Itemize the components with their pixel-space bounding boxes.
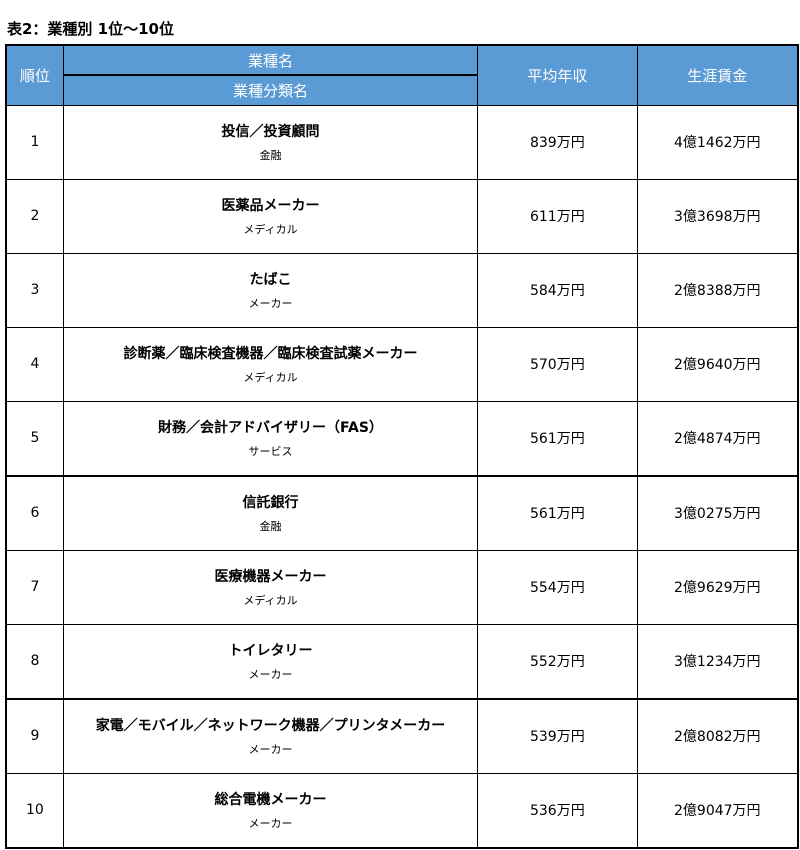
industry-category: メーカー — [248, 743, 293, 756]
rank-cell: 9 — [5, 697, 64, 774]
industry-cell: 診断薬／臨床検査機器／臨床検査試薬メーカー メディカル — [62, 326, 479, 402]
salary-cell: 570万円 — [477, 326, 638, 402]
table-row: 4 診断薬／臨床検査機器／臨床検査試薬メーカー メディカル 570万円 2億964… — [5, 326, 799, 402]
industry-cell: 家電／モバイル／ネットワーク機器／プリンタメーカー メーカー — [62, 697, 479, 774]
industry-cell: 財務／会計アドバイザリー（FAS） サービス — [62, 400, 479, 476]
industry-name: 総合電機メーカー — [214, 792, 327, 808]
rank-cell: 3 — [5, 252, 64, 328]
salary-cell: 554万円 — [477, 549, 638, 625]
industry-category: サービス — [248, 445, 293, 458]
industry-cell: たばこ メーカー — [62, 252, 479, 328]
industry-name: 家電／モバイル／ネットワーク機器／プリンタメーカー — [95, 718, 446, 734]
table-title: 表2：業種別 1位～10位 — [7, 20, 174, 38]
salary-cell: 839万円 — [477, 104, 638, 180]
rank-cell: 6 — [5, 474, 64, 551]
lifetime-cell: 3億1234万円 — [636, 623, 799, 699]
industry-category: メーカー — [248, 668, 293, 681]
table-row: 8 トイレタリー メーカー 552万円 3億1234万円 — [5, 623, 799, 699]
industry-category: メーカー — [248, 297, 293, 310]
lifetime-cell: 2億4874万円 — [636, 400, 799, 476]
table-row: 5 財務／会計アドバイザリー（FAS） サービス 561万円 2億4874万円 — [5, 400, 799, 476]
salary-cell: 584万円 — [477, 252, 638, 328]
industry-cell: 投信／投資顧問 金融 — [62, 104, 479, 180]
industry-name: 財務／会計アドバイザリー（FAS） — [158, 420, 383, 436]
lifetime-cell: 2億9640万円 — [636, 326, 799, 402]
industry-cell: トイレタリー メーカー — [62, 623, 479, 699]
industry-name: 投信／投資顧問 — [221, 124, 320, 140]
industry-cell: 医薬品メーカー メディカル — [62, 178, 479, 254]
salary-cell: 539万円 — [477, 697, 638, 774]
salary-cell: 552万円 — [477, 623, 638, 699]
rank-cell: 7 — [5, 549, 64, 625]
lifetime-cell: 3億3698万円 — [636, 178, 799, 254]
industry-category: メディカル — [243, 371, 298, 384]
header-salary: 平均年収 — [477, 44, 638, 106]
header-category: 業種分類名 — [62, 74, 479, 106]
rank-cell: 10 — [5, 772, 64, 848]
industry-name: たばこ — [249, 272, 292, 288]
industry-cell: 総合電機メーカー メーカー — [62, 772, 479, 848]
rank-cell: 4 — [5, 326, 64, 402]
industry-name: 診断薬／臨床検査機器／臨床検査試薬メーカー — [123, 346, 418, 362]
table-row: 7 医療機器メーカー メディカル 554万円 2億9629万円 — [5, 549, 799, 625]
lifetime-cell: 2億8388万円 — [636, 252, 799, 328]
industry-cell: 医療機器メーカー メディカル — [62, 549, 479, 625]
table-row: 1 投信／投資顧問 金融 839万円 4億1462万円 — [5, 104, 799, 180]
industry-category: メディカル — [243, 223, 298, 236]
lifetime-cell: 2億9047万円 — [636, 772, 799, 848]
rank-cell: 1 — [5, 104, 64, 180]
rank-cell: 8 — [5, 623, 64, 699]
lifetime-cell: 4億1462万円 — [636, 104, 799, 180]
industry-name: 医薬品メーカー — [221, 198, 320, 214]
industry-category: メーカー — [248, 817, 293, 830]
salary-cell: 561万円 — [477, 474, 638, 551]
lifetime-cell: 2億8082万円 — [636, 697, 799, 774]
header-rank: 順位 — [5, 44, 64, 106]
salary-cell: 611万円 — [477, 178, 638, 254]
salary-cell: 561万円 — [477, 400, 638, 476]
table-row: 10 総合電機メーカー メーカー 536万円 2億9047万円 — [5, 772, 799, 848]
lifetime-cell: 2億9629万円 — [636, 549, 799, 625]
lifetime-cell: 3億0275万円 — [636, 474, 799, 551]
industry-name: 信託銀行 — [242, 495, 299, 511]
industry-name: トイレタリー — [228, 643, 313, 659]
industry-category: 金融 — [259, 520, 282, 533]
industry-cell: 信託銀行 金融 — [62, 474, 479, 551]
header-industry: 業種名 — [62, 44, 479, 76]
rank-cell: 5 — [5, 400, 64, 476]
rank-cell: 2 — [5, 178, 64, 254]
industry-name: 医療機器メーカー — [214, 569, 327, 585]
salary-cell: 536万円 — [477, 772, 638, 848]
table-row: 3 たばこメーカー 584万円 2億8388万円 — [5, 252, 799, 328]
industry-category: メディカル — [243, 594, 298, 607]
industry-category: 金融 — [259, 149, 282, 162]
header-lifetime: 生涯賃金 — [636, 44, 799, 106]
table-row: 6 信託銀行金融 561万円 3億0275万円 — [5, 474, 799, 551]
table-row: 9 家電／モバイル／ネットワーク機器／プリンタメーカー メーカー 539万円 2億… — [5, 697, 799, 774]
ranking-table: 順位 業種名 平均年収 生涯賃金 業種分類名 1 投信／投資顧問 金融 839万円… — [5, 44, 799, 849]
table-row: 2 医薬品メーカー メディカル 611万円 3億3698万円 — [5, 178, 799, 254]
